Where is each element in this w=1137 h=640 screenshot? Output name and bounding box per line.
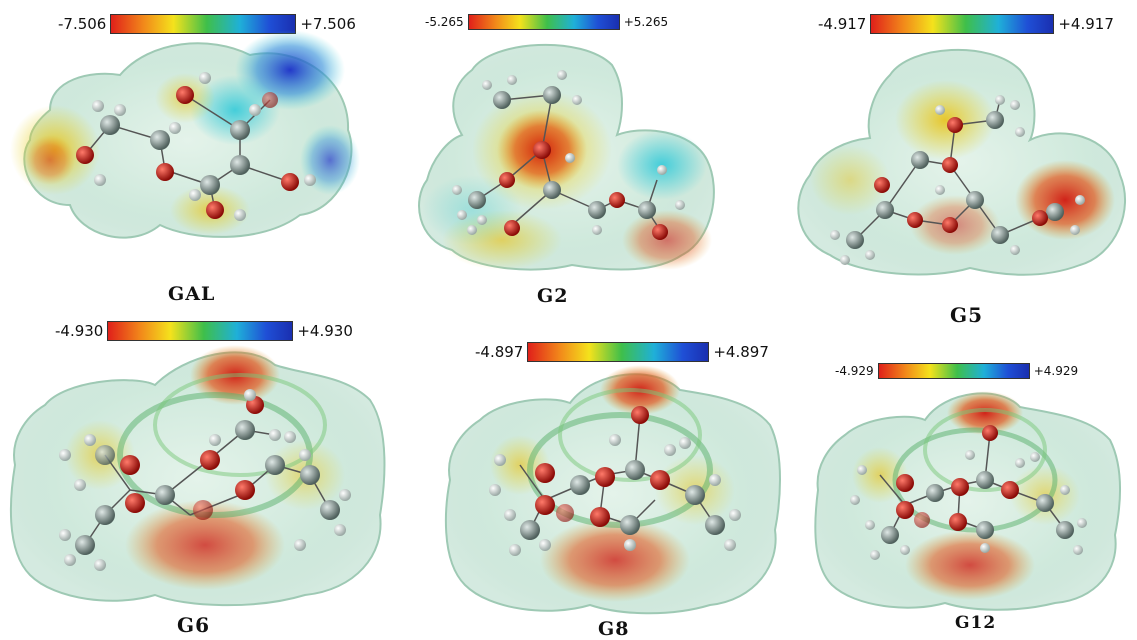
colorbar-g8: -4.897 +4.897 xyxy=(475,342,769,362)
colorbar-max: +4.929 xyxy=(1033,364,1079,378)
colorbar-min: -4.929 xyxy=(835,364,874,378)
colorbar-gradient xyxy=(527,342,710,362)
colorbar-g5: -4.917 +4.917 xyxy=(818,14,1114,34)
esp-surface-g8 xyxy=(444,365,781,615)
colorbar-gradient xyxy=(870,14,1055,34)
molecule-label: G2 xyxy=(537,285,569,307)
colorbar-min: -7.506 xyxy=(58,15,107,33)
colorbar-min: -4.897 xyxy=(475,343,524,361)
colorbar-max: +4.930 xyxy=(297,322,353,340)
molecule-label: G6 xyxy=(177,613,210,637)
colorbar-min: -5.265 xyxy=(425,15,464,29)
esp-surface-gal xyxy=(10,30,360,239)
colorbar-max: +4.917 xyxy=(1058,15,1114,33)
colorbar-min: -4.917 xyxy=(818,15,867,33)
colorbar-gradient xyxy=(107,321,294,341)
molecule-label: G8 xyxy=(598,618,630,640)
colorbar-gradient xyxy=(467,14,620,30)
esp-surface-g12 xyxy=(814,391,1121,611)
colorbar-max: +5.265 xyxy=(623,15,669,29)
colorbar-min: -4.930 xyxy=(55,322,104,340)
molecule-label: GAL xyxy=(168,283,216,305)
colorbar-max: +7.506 xyxy=(300,15,356,33)
colorbar-gal: -7.506 +7.506 xyxy=(58,14,356,34)
colorbar-gradient xyxy=(877,363,1030,379)
colorbar-gradient xyxy=(110,14,297,34)
esp-surface-g5 xyxy=(797,48,1126,276)
colorbar-g6: -4.930 +4.930 xyxy=(55,321,353,341)
molecule-label: G5 xyxy=(950,303,983,327)
molecule-label: G12 xyxy=(955,613,997,633)
esp-surface-g2 xyxy=(418,43,715,271)
colorbar-g12: -4.929 +4.929 xyxy=(835,363,1078,379)
esp-surface-g6 xyxy=(9,345,386,607)
colorbar-max: +4.897 xyxy=(713,343,769,361)
colorbar-g2: -5.265 +5.265 xyxy=(425,14,668,30)
